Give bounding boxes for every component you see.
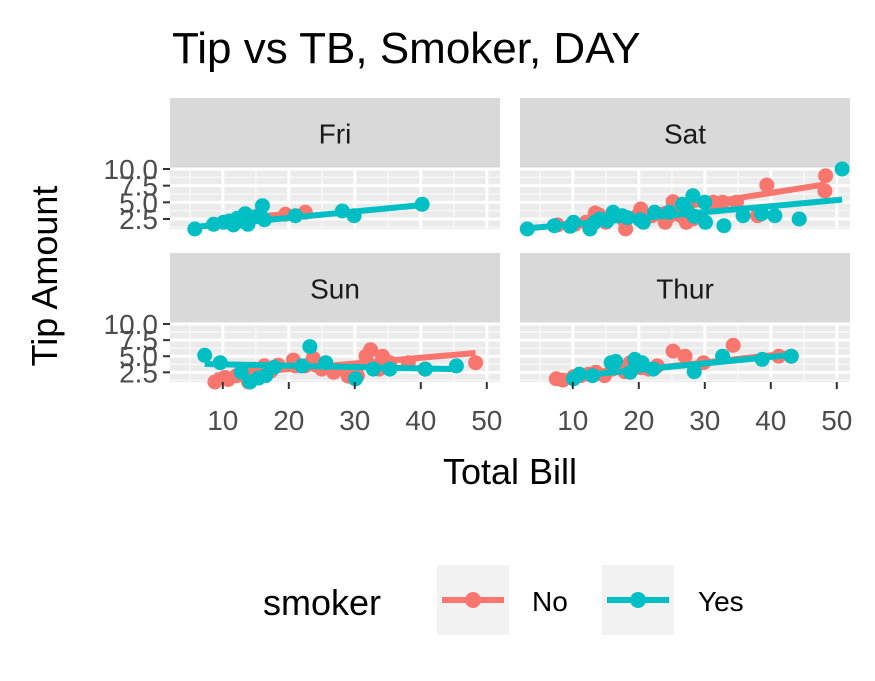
data-point [725, 337, 741, 353]
y-tick-label: 10.0 [104, 154, 159, 185]
x-tick-label: 50 [471, 405, 502, 436]
data-point [254, 198, 270, 214]
x-tick-label: 40 [755, 405, 786, 436]
legend-label-yes: Yes [698, 586, 744, 617]
data-point [698, 214, 713, 230]
x-tick-label: 40 [405, 405, 436, 436]
facet-strip [520, 253, 850, 324]
data-point [665, 343, 681, 359]
data-point [759, 177, 775, 193]
trend-line [204, 360, 457, 373]
y-tick-label: 2.5 [119, 204, 158, 235]
facet-sat: Sat [519, 98, 850, 237]
facet-strip [170, 253, 500, 324]
data-point [233, 364, 249, 380]
x-tick-label: 10 [557, 405, 588, 436]
y-tick-label: 7.5 [119, 171, 158, 202]
data-point [197, 347, 213, 363]
y-tick-label: 10.0 [104, 309, 159, 340]
facet-strip [170, 98, 500, 169]
x-tick-label: 10 [207, 405, 238, 436]
x-tick-label: 50 [821, 405, 852, 436]
data-point [685, 188, 701, 204]
trend-line [526, 196, 843, 232]
facet-strip-label: Sun [310, 274, 360, 305]
y-axis-title: Tip Amount [24, 186, 65, 367]
series-yes [187, 196, 430, 237]
data-point [302, 339, 318, 355]
series-yes [566, 348, 799, 387]
facet-fri: Fri 2.55.07.510.0 [104, 98, 500, 237]
x-tick-label: 30 [689, 405, 720, 436]
data-point [468, 355, 484, 371]
x-tick-label: 30 [339, 405, 370, 436]
chart-title: Tip vs TB, Smoker, DAY [172, 24, 641, 73]
data-point [363, 342, 379, 358]
legend-title: smoker [263, 582, 381, 623]
y-tick-label: 5.0 [119, 341, 158, 372]
facet-strip-label: Sat [664, 119, 706, 150]
data-point [818, 168, 834, 184]
x-axis-title: Total Bill [443, 451, 577, 492]
trend-line [573, 351, 792, 380]
data-point [618, 221, 634, 237]
x-tick-label: 20 [273, 405, 304, 436]
y-tick-label: 7.5 [119, 325, 158, 356]
data-point [791, 211, 807, 227]
data-point [686, 364, 702, 380]
trend-line [194, 202, 423, 230]
facet-thur: Thur 10 20 30 40 50 [520, 253, 852, 436]
series-yes [519, 161, 850, 237]
data-point [608, 353, 624, 369]
facet-strip-label: Thur [656, 274, 714, 305]
legend: smoker No Yes [263, 565, 744, 635]
legend-point-yes [630, 592, 646, 608]
series-yes [197, 339, 464, 390]
y-tick-label: 2.5 [119, 357, 158, 388]
data-point [677, 348, 693, 364]
data-point [697, 194, 713, 210]
data-point [348, 371, 363, 387]
data-point [834, 161, 850, 177]
x-tick-label: 20 [623, 405, 654, 436]
legend-label-no: No [532, 586, 568, 617]
facet-sun: Sun 2.55.07.510.0 10 20 30 40 50 [104, 253, 502, 436]
facet-strip [520, 98, 850, 169]
legend-point-no [465, 592, 481, 608]
data-point [767, 208, 783, 224]
y-tick-label: 5.0 [119, 187, 158, 218]
facet-strip-label: Fri [319, 119, 352, 150]
data-point [716, 218, 732, 234]
